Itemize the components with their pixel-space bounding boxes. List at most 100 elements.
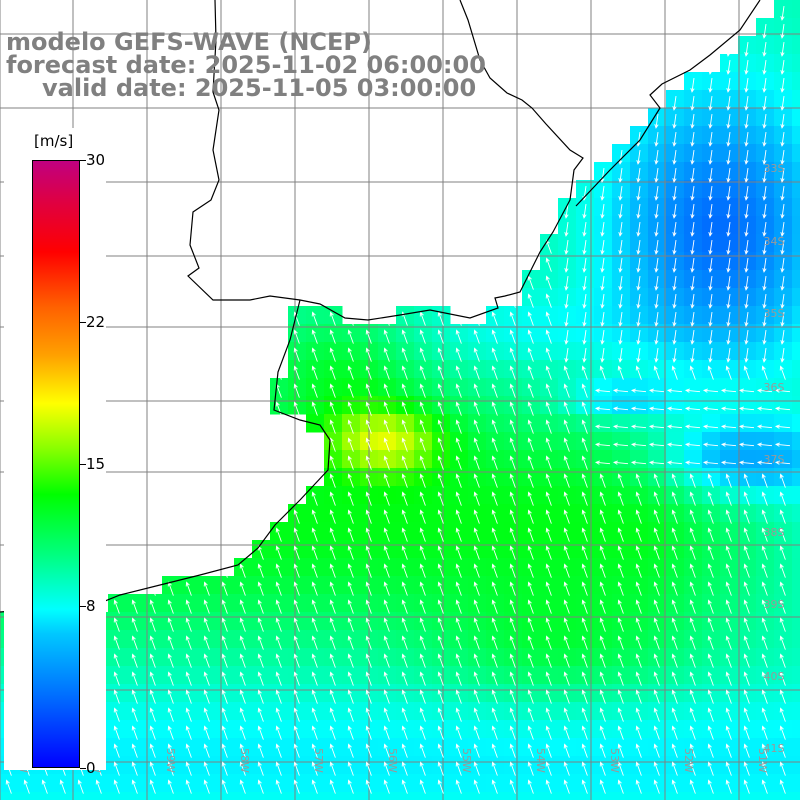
wind-arrow xyxy=(257,743,264,758)
wind-arrow xyxy=(311,527,318,542)
wind-arrow xyxy=(599,779,606,794)
wind-cell xyxy=(558,792,577,800)
wind-arrow xyxy=(708,348,713,363)
wind-arrow xyxy=(527,473,534,488)
wind-arrow xyxy=(581,581,588,596)
wind-arrow xyxy=(690,294,695,309)
wind-cell xyxy=(666,414,685,433)
wind-cell xyxy=(738,432,757,451)
wind-arrow xyxy=(275,617,282,632)
wind-arrow xyxy=(725,599,732,614)
wind-arrow xyxy=(347,437,354,452)
wind-arrow xyxy=(653,617,660,632)
longitude-label: 53W xyxy=(608,748,621,773)
wind-arrow xyxy=(545,581,552,596)
wind-cell xyxy=(198,792,217,800)
wind-arrow xyxy=(761,671,768,686)
wind-arrow xyxy=(455,383,462,398)
wind-arrow xyxy=(684,406,701,411)
wind-arrow xyxy=(545,257,552,272)
wind-arrow xyxy=(401,599,408,614)
wind-arrow xyxy=(545,563,552,578)
wind-arrow xyxy=(761,707,768,722)
coastline xyxy=(0,0,761,613)
wind-arrow xyxy=(149,761,156,776)
wind-arrow xyxy=(311,653,318,668)
wind-arrow xyxy=(185,635,192,650)
wind-arrow xyxy=(275,653,282,668)
wind-arrow xyxy=(419,383,426,398)
wind-arrow xyxy=(455,779,462,794)
wind-arrow xyxy=(311,563,318,578)
wind-arrow xyxy=(473,743,480,758)
wind-arrow xyxy=(455,401,462,416)
wind-arrow xyxy=(563,365,570,380)
wind-arrow xyxy=(509,563,516,578)
wind-arrow xyxy=(743,581,750,596)
wind-arrow xyxy=(599,563,606,578)
wind-arrow xyxy=(744,348,749,363)
wind-arrow xyxy=(708,150,713,165)
wind-arrow xyxy=(617,689,624,704)
wind-arrow xyxy=(509,509,516,524)
wind-arrow xyxy=(293,509,300,524)
wind-arrow xyxy=(383,671,390,686)
wind-arrow xyxy=(654,150,659,165)
wind-arrow xyxy=(707,545,714,560)
colorbar-tick-label: 30 xyxy=(86,151,106,169)
wind-arrow xyxy=(365,707,372,722)
wind-cell xyxy=(378,792,397,800)
wind-arrow xyxy=(744,150,749,165)
wind-arrow xyxy=(347,689,354,704)
wind-cell xyxy=(108,792,127,800)
wind-arrow xyxy=(725,653,732,668)
wind-arrow xyxy=(635,527,642,542)
wind-arrow xyxy=(563,527,570,542)
wind-arrow xyxy=(239,581,246,596)
wind-arrow xyxy=(762,24,767,39)
wind-arrow xyxy=(707,707,714,722)
wind-cell xyxy=(792,0,800,19)
wind-arrow xyxy=(618,348,623,363)
wind-arrow xyxy=(509,707,516,722)
wind-arrow xyxy=(545,527,552,542)
wind-arrow xyxy=(419,455,426,470)
wind-arrow xyxy=(563,707,570,722)
wind-arrow xyxy=(762,222,767,237)
wind-arrow xyxy=(744,168,749,183)
wind-arrow xyxy=(617,527,624,542)
wind-arrow xyxy=(636,330,641,345)
wind-arrow xyxy=(671,365,678,380)
wind-arrow xyxy=(221,743,228,758)
wind-arrow xyxy=(491,707,498,722)
wind-arrow xyxy=(654,276,659,291)
wind-arrow xyxy=(347,527,354,542)
wind-arrow xyxy=(293,707,300,722)
wind-arrow xyxy=(780,294,785,309)
wind-arrow xyxy=(185,725,192,740)
wind-arrow xyxy=(491,491,498,506)
wind-arrow xyxy=(599,689,606,704)
wind-arrow xyxy=(401,329,408,344)
wind-arrow xyxy=(437,617,444,632)
wind-arrow xyxy=(762,186,767,201)
wind-arrow xyxy=(527,707,534,722)
wind-arrow xyxy=(401,725,408,740)
colorbar-tick-mark xyxy=(80,605,86,607)
wind-arrow xyxy=(744,186,749,201)
wind-arrow xyxy=(630,442,647,447)
wind-arrow xyxy=(563,779,570,794)
wind-arrow xyxy=(774,406,791,411)
wind-arrow xyxy=(744,114,749,129)
wind-arrow xyxy=(756,424,773,429)
wind-cell xyxy=(792,126,800,145)
wind-arrow xyxy=(401,545,408,560)
wind-arrow xyxy=(653,599,660,614)
wind-arrow xyxy=(293,581,300,596)
wind-arrow xyxy=(365,743,372,758)
wind-arrow xyxy=(761,581,768,596)
wind-arrow xyxy=(689,725,696,740)
wind-cell xyxy=(792,144,800,163)
wind-arrow xyxy=(473,311,480,326)
wind-arrow xyxy=(311,761,318,776)
